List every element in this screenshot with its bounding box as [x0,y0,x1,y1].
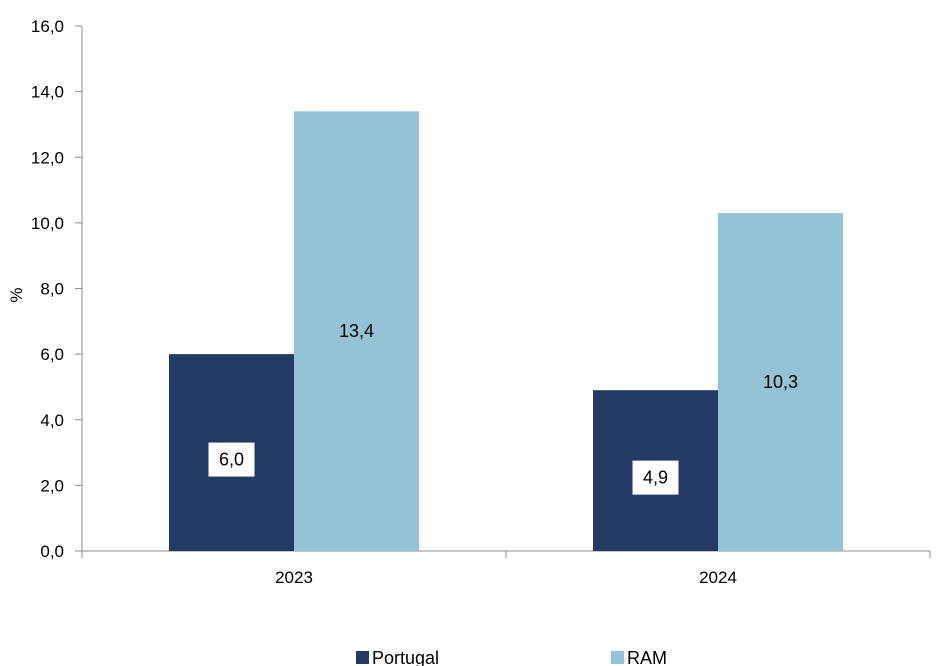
y-axis: 0,0 2,0 4,0 6,0 8,0 10,0 12,0 14,0 16,0 [31,17,83,561]
bar-ram-2023 [294,111,419,551]
y-tick-label: 4,0 [40,411,64,430]
legend-swatch-portugal [356,651,369,664]
legend: Portugal RAM [356,648,667,666]
x-tick-label: 2023 [275,568,313,587]
data-labels: 6,0 13,4 4,9 10,3 [208,321,798,495]
legend-label-ram: RAM [627,648,667,666]
data-label-ram-2024: 10,3 [763,372,798,392]
legend-label-portugal: Portugal [372,648,439,666]
x-axis: 2023 2024 [81,550,931,587]
data-label-portugal-2024: 4,9 [643,468,668,488]
y-tick-label: 16,0 [31,17,64,36]
x-tick-label: 2024 [699,568,737,587]
data-label-portugal-2023: 6,0 [219,450,244,470]
y-tick-label: 14,0 [31,83,64,102]
y-tick-label: 0,0 [40,542,64,561]
y-tick-label: 10,0 [31,214,64,233]
data-label-ram-2023: 13,4 [339,321,374,341]
data-label-box [208,442,255,477]
data-label-box [632,460,679,495]
legend-swatch-ram [611,651,624,664]
y-tick-label: 2,0 [40,476,64,495]
y-tick-label: 8,0 [40,280,64,299]
y-tick-label: 6,0 [40,345,64,364]
y-tick-label: 12,0 [31,148,64,167]
bars [169,111,843,551]
y-axis-title: % [7,287,26,302]
bar-ram-2024 [718,213,843,551]
